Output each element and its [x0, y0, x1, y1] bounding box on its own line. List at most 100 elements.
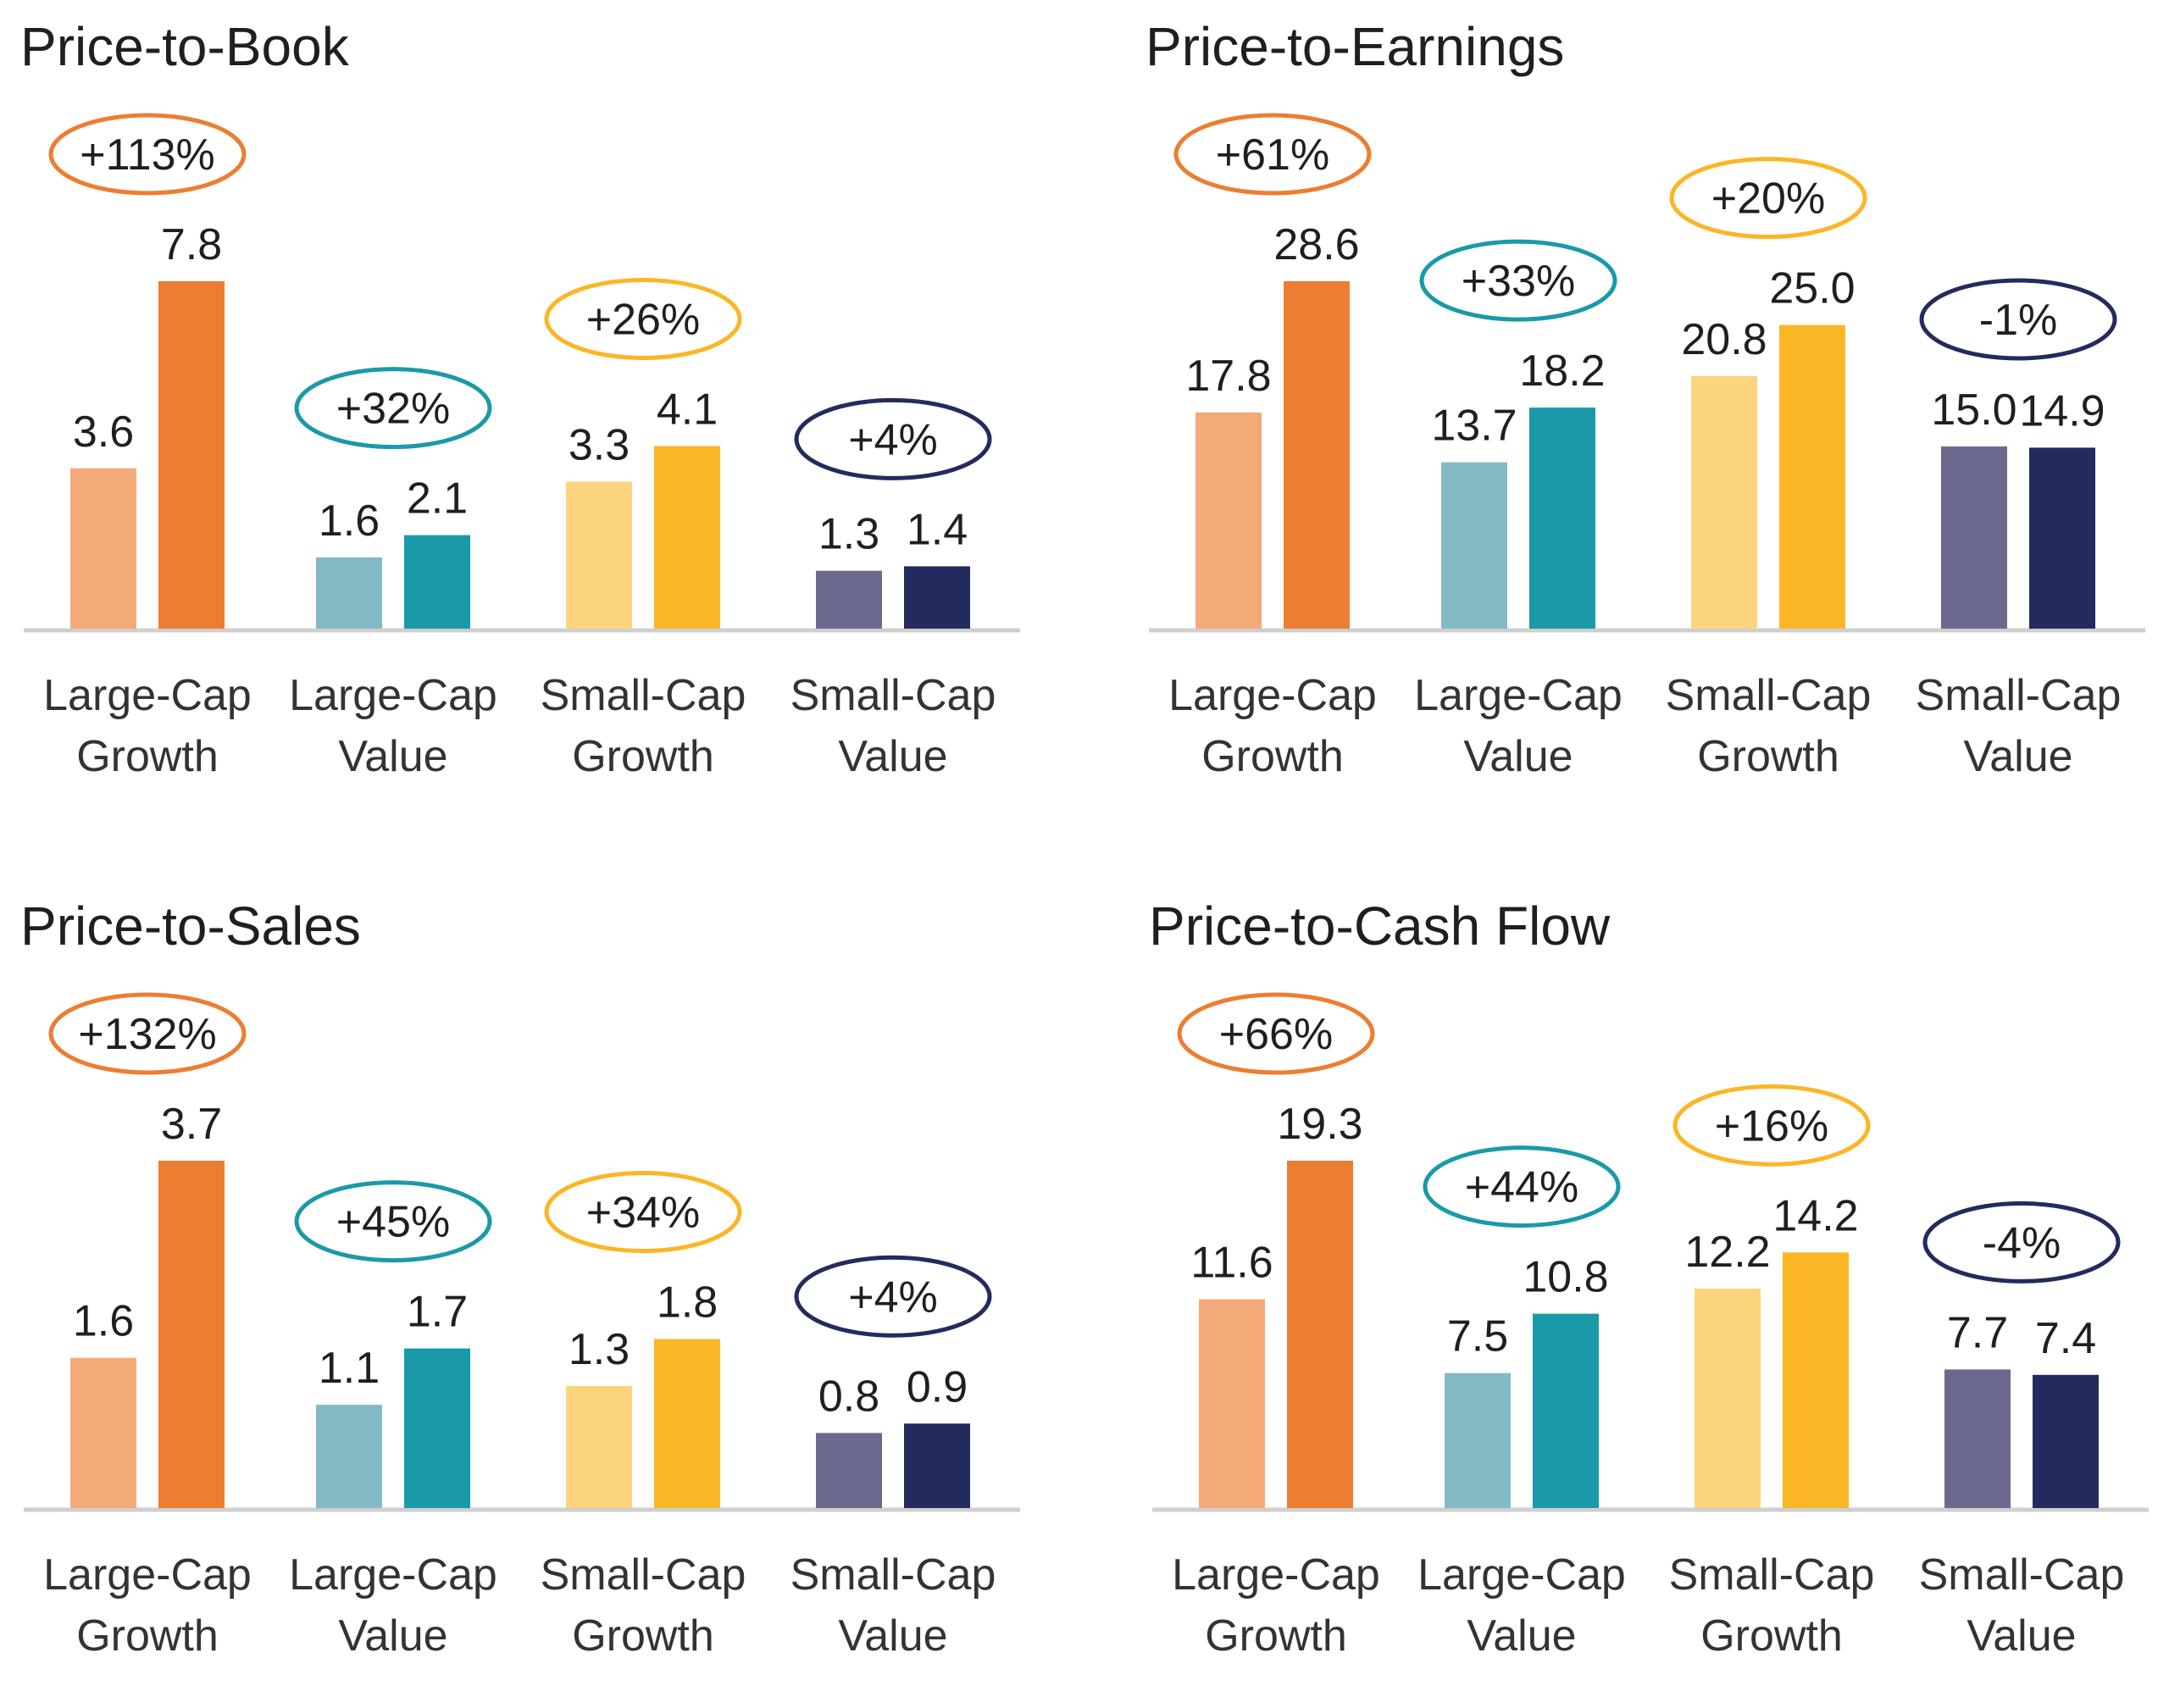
x-tick-label: Small-Cap [790, 1550, 996, 1600]
x-tick-label: Large-Cap [1172, 1550, 1380, 1600]
change-badge-label: +66% [1219, 1010, 1333, 1059]
data-label: 1.7 [407, 1288, 468, 1337]
chart-panel-price-to-earnings: Price-to-Earnings 17.8 28.6 +61% Large-Cap G… [1146, 15, 2169, 829]
bar-large-cap-value-before [1441, 462, 1507, 629]
data-label: 7.8 [161, 220, 222, 269]
bar-large-cap-value-after [404, 1348, 470, 1508]
bar-large-cap-value-after [404, 535, 470, 629]
data-label: 3.6 [73, 408, 134, 457]
bar-small-cap-growth-after [1783, 1252, 1849, 1508]
data-label: 1.8 [657, 1278, 718, 1328]
change-badge-outline [294, 367, 492, 450]
x-tick-label: Growth [1700, 1611, 1843, 1661]
bar-small-cap-value-after [904, 1423, 970, 1508]
change-badge-label: +45% [336, 1198, 450, 1247]
bar-large-cap-growth-before [70, 1357, 136, 1508]
x-tick-label: Large-Cap [1417, 1550, 1626, 1600]
data-label: 3.3 [569, 421, 630, 470]
change-badge-label: +20% [1711, 175, 1825, 224]
data-label: 1.6 [319, 496, 380, 546]
x-tick-label: Value [1467, 1611, 1576, 1661]
change-badge-label: +26% [586, 295, 700, 344]
bar-small-cap-value-after [904, 566, 970, 629]
change-badge-label: +4% [848, 1273, 938, 1322]
x-tick-label: Large-Cap [43, 1550, 252, 1600]
change-badge-outline [794, 1255, 992, 1338]
chart-panel-price-to-book: Price-to-Book 3.6 7.8 +113% Large-Cap Growth… [20, 15, 1079, 829]
change-badge-label: +32% [336, 385, 450, 434]
change-badge-label: -1% [1979, 296, 2057, 345]
bar-large-cap-value-before [316, 1405, 382, 1508]
x-tick-label: Growth [1205, 1611, 1347, 1661]
change-badge-outline [1669, 157, 1867, 240]
x-tick-label: Large-Cap [43, 671, 252, 720]
change-badge-outline [1423, 1145, 1621, 1228]
data-label: 12.2 [1684, 1228, 1770, 1277]
change-badge-label: +4% [848, 415, 938, 464]
data-label: 11.6 [1190, 1239, 1273, 1288]
x-tick-label: Growth [76, 732, 219, 781]
change-badge-label: +132% [78, 1010, 216, 1059]
change-badge-outline [48, 113, 247, 196]
bar-large-cap-growth-after [1287, 1161, 1353, 1508]
data-label: 3.7 [161, 1100, 222, 1149]
bar-large-cap-growth-before [1195, 412, 1262, 629]
x-tick-label: Value [1963, 732, 2072, 781]
x-tick-label: Growth [76, 1611, 219, 1661]
bar-small-cap-growth-after [654, 1339, 720, 1508]
x-tick-label: Large-Cap [1168, 671, 1377, 720]
change-badge-outline [1173, 113, 1372, 196]
change-badge-outline [1177, 992, 1375, 1075]
chart-svg: 3.6 7.8 +113% Large-Cap Growth 1.6 2.1 +32% Larg… [24, 113, 1020, 781]
chart-svg: 1.6 3.7 +132% Large-Cap Growth 1.1 1.7 +45% Larg… [24, 992, 1020, 1661]
data-label: 4.1 [657, 385, 718, 434]
data-label: 13.7 [1431, 402, 1517, 451]
x-tick-label: Value [338, 732, 447, 781]
x-tick-label: Large-Cap [289, 1550, 497, 1600]
x-tick-label: Large-Cap [1414, 671, 1623, 720]
data-label: 0.9 [907, 1362, 968, 1411]
data-label: 7.4 [2035, 1314, 2096, 1363]
x-tick-label: Value [1967, 1611, 2076, 1661]
data-label: 1.1 [319, 1344, 380, 1393]
chart-title: Price-to-Sales [20, 896, 361, 957]
bar-large-cap-value-after [1529, 408, 1595, 629]
data-label: 18.2 [1519, 347, 1605, 396]
change-badge-label: +33% [1462, 257, 1575, 306]
bar-large-cap-growth-after [158, 281, 225, 629]
data-label: 14.9 [2019, 386, 2105, 435]
change-badge-outline [294, 1180, 492, 1263]
data-label: 25.0 [1769, 264, 1855, 313]
x-tick-label: Growth [572, 732, 714, 781]
data-label: 15.0 [1931, 385, 2016, 435]
x-tick-label: Small-Cap [1916, 671, 2122, 720]
x-tick-label: Value [838, 1611, 947, 1661]
bar-small-cap-value-before [1944, 1369, 2011, 1508]
change-badge-label: -4% [1983, 1218, 2061, 1267]
bar-small-cap-growth-before [1691, 375, 1757, 629]
chart-svg: 17.8 28.6 +61% Large-Cap Growth 13.718.2 +33% L… [1149, 113, 2145, 781]
change-badge-label: +113% [80, 130, 215, 180]
x-tick-label: Value [338, 1611, 447, 1661]
x-tick-label: Growth [1201, 732, 1344, 781]
data-label: 1.3 [818, 510, 879, 559]
bar-small-cap-value-before [816, 570, 882, 629]
bar-large-cap-growth-after [1284, 281, 1350, 629]
bar-small-cap-growth-after [654, 446, 720, 629]
bar-small-cap-growth-after [1779, 324, 1845, 629]
data-label: 1.3 [569, 1325, 630, 1374]
x-tick-label: Large-Cap [289, 671, 497, 720]
x-tick-label: Small-Cap [1669, 1550, 1875, 1600]
x-tick-label: Small-Cap [541, 671, 746, 720]
bar-large-cap-value-after [1533, 1313, 1599, 1508]
data-label: 7.5 [1447, 1312, 1508, 1361]
bar-small-cap-growth-before [566, 1385, 632, 1508]
chart-title: Price-to-Book [20, 16, 349, 77]
data-label: 7.7 [1947, 1308, 2008, 1357]
data-label: 1.4 [907, 505, 968, 554]
bar-small-cap-value-after [2033, 1374, 2099, 1508]
change-badge-outline [1673, 1084, 1871, 1167]
bar-small-cap-growth-before [566, 481, 632, 629]
x-tick-label: Value [1463, 732, 1573, 781]
bar-large-cap-growth-before [1199, 1299, 1265, 1508]
